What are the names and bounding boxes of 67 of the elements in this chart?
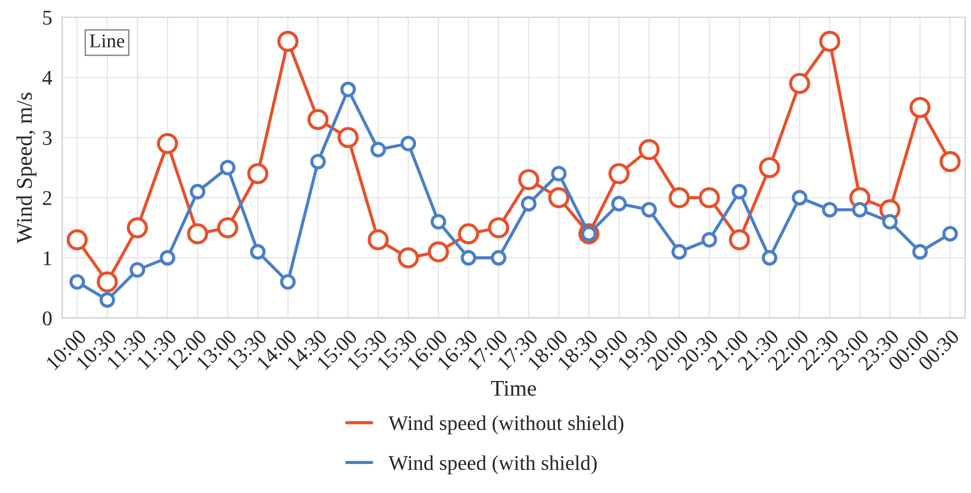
- point: [942, 226, 958, 242]
- point: [428, 241, 449, 262]
- legend-label: Wind speed (with shield): [388, 455, 597, 474]
- point: [66, 229, 88, 250]
- point: [912, 244, 928, 260]
- point: [338, 126, 359, 148]
- point: [130, 262, 146, 278]
- point: [126, 217, 148, 238]
- point: [156, 133, 178, 154]
- y-tick-label: 3: [43, 130, 52, 145]
- point: [490, 250, 506, 266]
- point: [187, 223, 208, 244]
- point: [220, 160, 236, 176]
- y-tick-label: 1: [44, 251, 52, 266]
- point: [518, 169, 540, 190]
- point: [488, 217, 510, 238]
- point: [370, 142, 386, 158]
- point: [638, 139, 660, 160]
- point: [247, 163, 268, 184]
- point: [819, 30, 840, 52]
- point: [728, 229, 750, 250]
- point: [611, 196, 627, 212]
- point: [69, 274, 85, 290]
- point: [310, 154, 326, 170]
- y-tick-label: 5: [43, 10, 52, 25]
- legend-label: Wind speed (without shield): [388, 416, 624, 434]
- point: [217, 217, 238, 238]
- point: [398, 247, 419, 268]
- x-axis-title: Time: [491, 380, 536, 396]
- point: [758, 157, 780, 178]
- point: [250, 244, 266, 260]
- y-tick-label: 0: [42, 311, 52, 326]
- point: [430, 214, 446, 230]
- point: [641, 202, 657, 218]
- point: [551, 166, 567, 182]
- point: [400, 136, 416, 152]
- point: [608, 163, 630, 184]
- point: [520, 196, 536, 212]
- point: [882, 214, 898, 230]
- point: [280, 274, 296, 290]
- point: [668, 187, 690, 208]
- point: [702, 232, 718, 248]
- point: [822, 202, 838, 218]
- point: [792, 190, 808, 206]
- point: [940, 151, 961, 172]
- point: [762, 250, 778, 266]
- point: [460, 250, 476, 266]
- point: [190, 184, 206, 200]
- point: [698, 187, 720, 208]
- point: [96, 271, 118, 292]
- y-tick-label: 2: [42, 191, 52, 205]
- point: [671, 244, 687, 260]
- point: [852, 202, 868, 218]
- point: [307, 108, 329, 130]
- point: [340, 82, 356, 98]
- point: [732, 184, 748, 200]
- point: [548, 187, 570, 208]
- point: [909, 96, 931, 118]
- y-axis-title: Wind Speed, m/s: [16, 92, 36, 244]
- y-tick-label: 4: [42, 70, 52, 85]
- annotation: Line: [90, 34, 124, 48]
- point: [100, 292, 116, 308]
- point: [160, 250, 176, 266]
- point: [277, 30, 298, 52]
- point: [458, 223, 480, 244]
- point: [368, 229, 389, 250]
- point: [789, 72, 810, 94]
